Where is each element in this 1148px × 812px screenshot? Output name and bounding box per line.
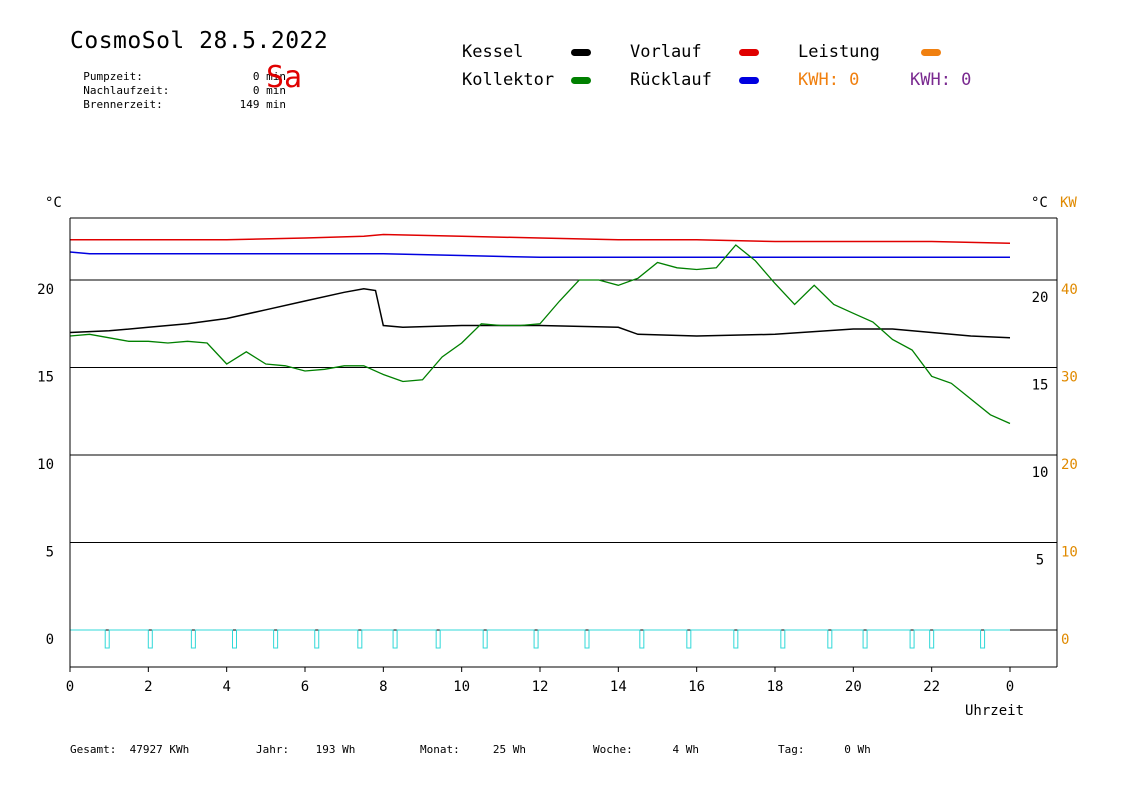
series-line-kessel — [69, 288, 1011, 339]
page-title: CosmoSol 28.5.2022 — [70, 28, 329, 54]
y-tick-label-right: 5 — [1036, 553, 1044, 569]
y-tick-label-right: 20 — [1032, 290, 1049, 306]
series-lines — [69, 233, 1011, 425]
y-tick-label-kw: 20 — [1061, 457, 1078, 473]
legend-kollektor-swatch — [571, 77, 591, 84]
footer-value: 4 Wh — [672, 743, 700, 756]
x-tick-label: 4 — [222, 679, 230, 695]
y-tick-label-left: 10 — [37, 457, 54, 473]
y-tick-label-kw: 10 — [1061, 545, 1078, 561]
x-tick-label: 0 — [66, 679, 74, 695]
stat-value: 0 min — [252, 70, 286, 83]
series-line-kollektor — [69, 244, 1011, 425]
x-tick-label: 10 — [453, 679, 470, 695]
x-tick-label: 20 — [845, 679, 862, 695]
footer-value: 47927 KWh — [129, 743, 190, 756]
stat-label: Nachlaufzeit: — [83, 84, 170, 97]
footer-label: Jahr: — [256, 743, 290, 756]
legend-vorlauf-swatch — [739, 49, 759, 56]
x-tick-label: 12 — [532, 679, 549, 695]
legend-kollektor-label: Kollektor — [462, 70, 555, 90]
x-axis-label: Uhrzeit — [965, 703, 1024, 719]
x-tick-label: 8 — [379, 679, 387, 695]
y-axis-right-kw-unit: KW — [1060, 195, 1077, 211]
legend-vorlauf-label: Vorlauf — [630, 42, 702, 62]
tick-labels: 0 2 4 6 8 10 12 14 16 18 20 22 0 0 5 10 15 20 5 10 15 20 0 10 20… — [37, 282, 1078, 695]
x-tick-label: 6 — [301, 679, 309, 695]
x-tick-label: 14 — [610, 679, 627, 695]
y-tick-label-kw: 0 — [1061, 632, 1069, 648]
legend-leistung-swatch — [921, 49, 941, 56]
footer-value: 25 Wh — [492, 743, 526, 756]
legend-ruecklauf-swatch — [739, 77, 759, 84]
legend-kwh-purple: KWH: 0 — [910, 70, 972, 90]
footer-value: 193 Wh — [315, 743, 356, 756]
grid — [70, 279, 1057, 631]
x-tick-label: 18 — [767, 679, 784, 695]
footer-label: Monat: — [420, 743, 460, 756]
weekday-label: Sa — [266, 60, 303, 95]
y-tick-label-left: 15 — [37, 370, 54, 386]
pump-pulse-path — [70, 629, 1010, 649]
footer-label: Tag: — [778, 743, 805, 756]
x-tick-label: 22 — [923, 679, 940, 695]
y-tick-label-right: 15 — [1032, 378, 1049, 394]
stat-pumpzeit: Pumpzeit: 0 min — [70, 57, 286, 83]
axes — [69, 217, 1058, 672]
stat-value: 0 min — [252, 84, 286, 97]
footer-gesamt: Gesamt: 47927 KWh — [70, 743, 189, 756]
legend-kwh-orange: KWH: 0 — [798, 70, 860, 90]
y-axis-right-unit: °C — [1031, 195, 1048, 211]
y-tick-label-left: 5 — [46, 545, 54, 561]
series-line-vorlauf — [70, 233, 1011, 245]
stat-brennerzeit: Brennerzeit: 149 min — [70, 85, 286, 111]
stat-value: 149 min — [239, 98, 286, 111]
y-tick-label-kw: 30 — [1061, 370, 1078, 386]
stat-nachlaufzeit: Nachlaufzeit: 0 min — [70, 71, 286, 97]
footer-jahr: Jahr: 193 Wh — [256, 743, 355, 756]
footer-value: 0 Wh — [844, 743, 871, 756]
footer-woche: Woche: 4 Wh — [593, 743, 699, 756]
footer-monat: Monat: 25 Wh — [420, 743, 526, 756]
y-tick-label-kw: 40 — [1061, 282, 1078, 298]
y-tick-label-left: 0 — [46, 632, 54, 648]
y-axis-left-unit: °C — [45, 195, 62, 211]
legend-ruecklauf-label: Rücklauf — [630, 70, 712, 90]
footer-label: Gesamt: — [70, 743, 117, 756]
legend-kessel-swatch — [571, 49, 591, 56]
x-tick-label: 0 — [1006, 679, 1014, 695]
series-line-rcklauf — [69, 251, 1010, 259]
pump-pulse-line — [70, 629, 1010, 649]
y-tick-label-left: 20 — [37, 282, 54, 298]
x-tick-label: 16 — [688, 679, 705, 695]
legend-kessel-label: Kessel — [462, 42, 524, 62]
x-tick-label: 2 — [144, 679, 152, 695]
stat-label: Pumpzeit: — [83, 70, 143, 83]
legend-leistung-label: Leistung — [798, 42, 880, 62]
footer-tag: Tag: 0 Wh — [778, 743, 871, 756]
footer-label: Woche: — [593, 743, 633, 756]
y-tick-label-right: 10 — [1032, 465, 1049, 481]
stat-label: Brennerzeit: — [83, 98, 163, 111]
